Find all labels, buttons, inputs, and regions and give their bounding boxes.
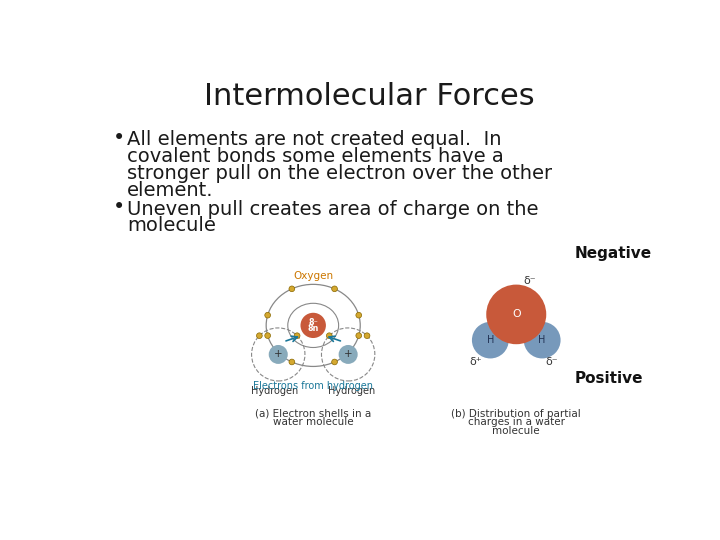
- Text: (b) Distribution of partial: (b) Distribution of partial: [451, 409, 581, 419]
- Circle shape: [265, 312, 271, 318]
- Circle shape: [332, 286, 338, 292]
- Text: •: •: [113, 128, 125, 148]
- Circle shape: [326, 333, 332, 339]
- Text: stronger pull on the electron over the other: stronger pull on the electron over the o…: [127, 164, 552, 183]
- Text: Uneven pull creates area of charge on the: Uneven pull creates area of charge on th…: [127, 200, 539, 219]
- Circle shape: [523, 322, 561, 359]
- Text: 8⁻: 8⁻: [308, 318, 318, 327]
- Circle shape: [486, 285, 546, 344]
- Text: Electrons from hydrogen: Electrons from hydrogen: [253, 381, 373, 391]
- Circle shape: [472, 322, 509, 359]
- Text: δ⁻: δ⁻: [523, 275, 536, 286]
- Text: Intermolecular Forces: Intermolecular Forces: [204, 82, 534, 111]
- Circle shape: [294, 333, 300, 339]
- Circle shape: [300, 313, 326, 338]
- Circle shape: [269, 345, 288, 364]
- Circle shape: [364, 333, 370, 339]
- Text: Hydrogen: Hydrogen: [251, 386, 299, 396]
- Circle shape: [332, 359, 338, 365]
- Text: +: +: [344, 349, 353, 360]
- Text: Positive: Positive: [575, 370, 643, 386]
- Circle shape: [356, 333, 361, 339]
- Text: Negative: Negative: [575, 246, 652, 261]
- Text: molecule: molecule: [492, 426, 540, 436]
- Text: molecule: molecule: [127, 217, 216, 235]
- Text: δ⁻: δ⁻: [545, 357, 557, 367]
- Text: Oxygen: Oxygen: [293, 271, 333, 281]
- Circle shape: [338, 345, 358, 364]
- Text: H: H: [539, 335, 546, 345]
- Circle shape: [265, 333, 271, 339]
- Text: covalent bonds some elements have a: covalent bonds some elements have a: [127, 147, 504, 166]
- Text: •: •: [113, 197, 125, 217]
- Text: Hydrogen: Hydrogen: [328, 386, 375, 396]
- Circle shape: [289, 286, 294, 292]
- Text: O: O: [512, 309, 521, 319]
- Text: All elements are not created equal.  In: All elements are not created equal. In: [127, 130, 502, 149]
- Text: 8n: 8n: [307, 324, 319, 333]
- Circle shape: [289, 359, 294, 365]
- Text: (a) Electron shells in a: (a) Electron shells in a: [255, 409, 372, 419]
- Text: water molecule: water molecule: [273, 417, 354, 428]
- Text: δ⁺: δ⁺: [470, 357, 482, 367]
- Circle shape: [256, 333, 262, 339]
- Text: +: +: [274, 349, 282, 360]
- Text: H: H: [487, 335, 494, 345]
- Text: element.: element.: [127, 181, 214, 200]
- Text: charges in a water: charges in a water: [468, 417, 564, 428]
- Circle shape: [356, 312, 361, 318]
